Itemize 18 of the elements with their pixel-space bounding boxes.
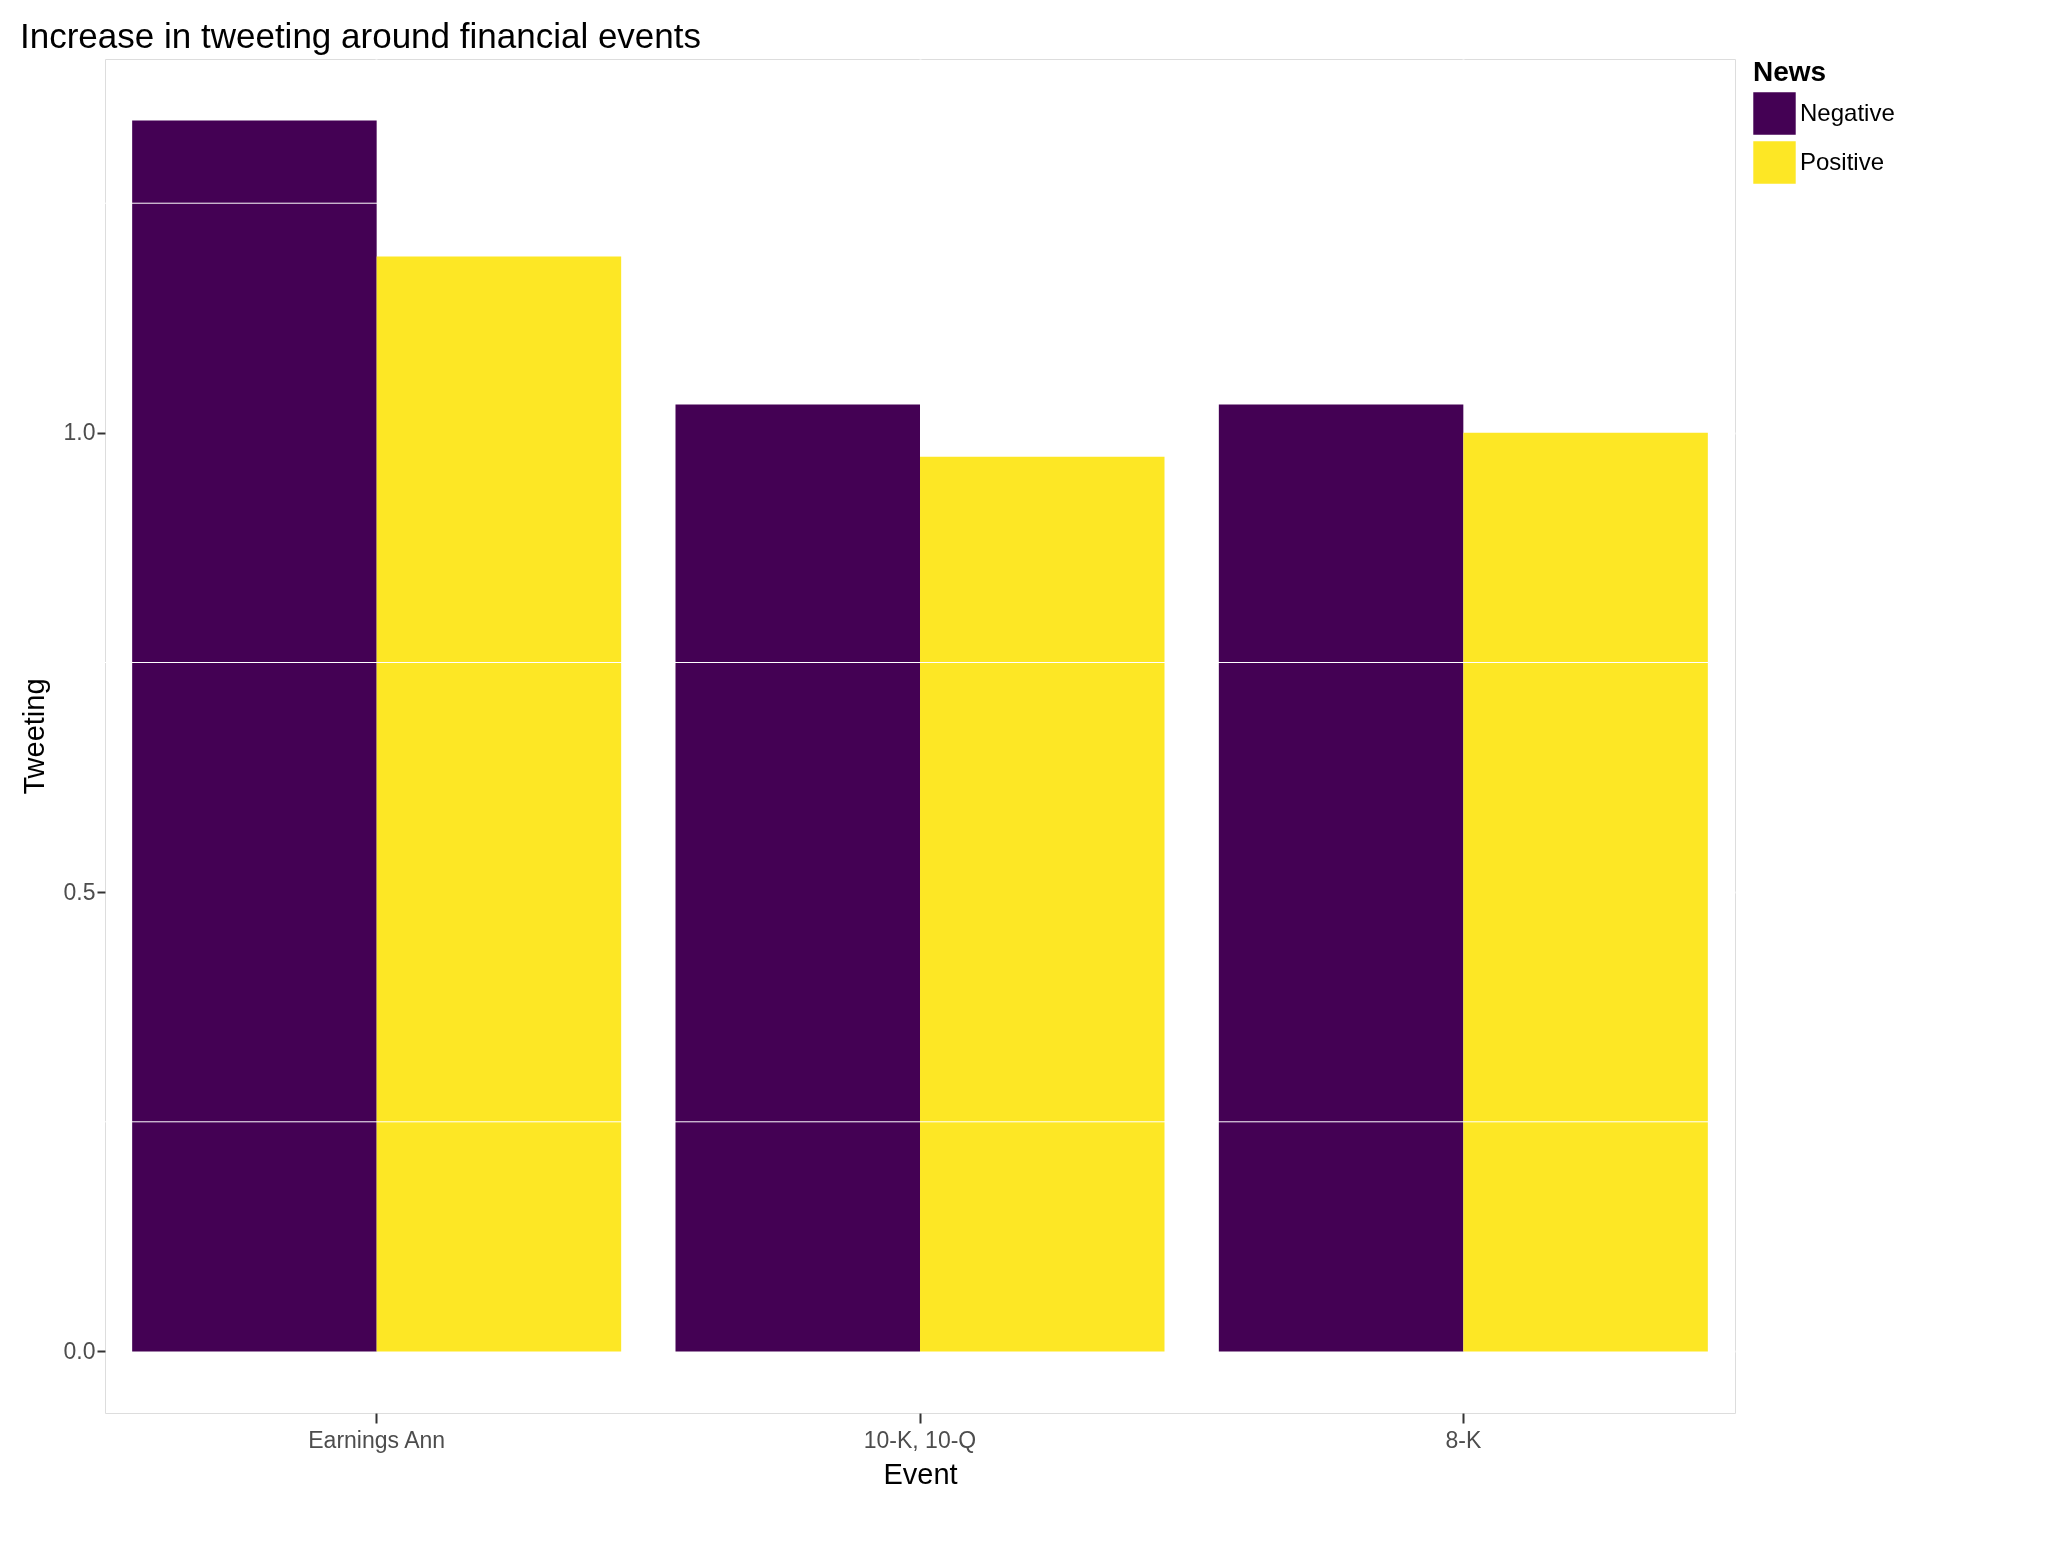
chart-title: Increase in tweeting around financial events	[20, 16, 702, 55]
bar	[675, 404, 920, 1352]
legend-label: Positive	[1800, 147, 1885, 175]
legend-title: News	[1753, 56, 1827, 87]
bar	[920, 456, 1165, 1352]
bar	[1218, 404, 1464, 1352]
bar	[132, 120, 377, 1352]
y-axis-title: Tweeting	[17, 678, 50, 795]
x-axis-title: Event	[883, 1457, 958, 1490]
bar	[1463, 432, 1708, 1352]
y-tick-label: 1.0	[63, 419, 96, 446]
legend-label: Negative	[1800, 98, 1895, 126]
x-tick-label: 8-K	[1445, 1426, 1482, 1453]
x-tick-label: Earnings Ann	[308, 1426, 446, 1453]
bar	[376, 256, 622, 1352]
y-tick-label: 0.5	[63, 878, 96, 905]
y-tick-label: 0.0	[63, 1337, 96, 1364]
x-tick-label: 10-K, 10-Q	[863, 1426, 977, 1453]
